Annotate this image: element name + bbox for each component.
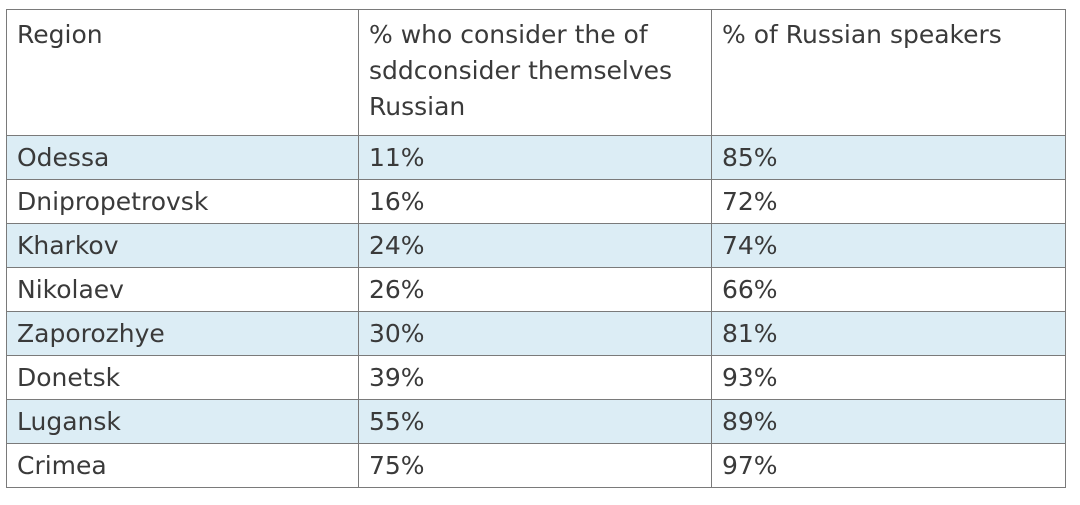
- table-body: Odessa 11% 85% Dnipropetrovsk 16% 72% Kh…: [6, 135, 1066, 488]
- table-row: Lugansk 55% 89%: [6, 399, 1066, 444]
- table-header: Region % who consider the of sddconsider…: [6, 9, 1066, 136]
- cell-russian-speakers: 97%: [711, 443, 1066, 488]
- table-row: Odessa 11% 85%: [6, 135, 1066, 180]
- cell-russian-speakers: 85%: [711, 135, 1066, 180]
- cell-consider-russian: 55%: [358, 399, 712, 444]
- table-row: Dnipropetrovsk 16% 72%: [6, 179, 1066, 224]
- cell-consider-russian: 16%: [358, 179, 712, 224]
- cell-russian-speakers: 93%: [711, 355, 1066, 400]
- cell-russian-speakers: 72%: [711, 179, 1066, 224]
- cell-region: Donetsk: [6, 355, 359, 400]
- table-row: Nikolaev 26% 66%: [6, 267, 1066, 312]
- table-row: Donetsk 39% 93%: [6, 355, 1066, 400]
- cell-russian-speakers: 66%: [711, 267, 1066, 312]
- cell-region: Odessa: [6, 135, 359, 180]
- cell-russian-speakers: 74%: [711, 223, 1066, 268]
- cell-consider-russian: 11%: [358, 135, 712, 180]
- cell-region: Kharkov: [6, 223, 359, 268]
- cell-consider-russian: 26%: [358, 267, 712, 312]
- region-table: Region % who consider the of sddconsider…: [6, 9, 1066, 488]
- cell-consider-russian: 39%: [358, 355, 712, 400]
- header-row: Region % who consider the of sddconsider…: [6, 9, 1066, 136]
- header-consider-russian: % who consider the of sddconsider themse…: [358, 9, 712, 136]
- cell-consider-russian: 75%: [358, 443, 712, 488]
- header-russian-speakers: % of Russian speakers: [711, 9, 1066, 136]
- table-row: Crimea 75% 97%: [6, 443, 1066, 488]
- cell-region: Crimea: [6, 443, 359, 488]
- cell-region: Zaporozhye: [6, 311, 359, 356]
- cell-region: Lugansk: [6, 399, 359, 444]
- table-row: Kharkov 24% 74%: [6, 223, 1066, 268]
- cell-russian-speakers: 89%: [711, 399, 1066, 444]
- table-row: Zaporozhye 30% 81%: [6, 311, 1066, 356]
- cell-consider-russian: 30%: [358, 311, 712, 356]
- cell-region: Nikolaev: [6, 267, 359, 312]
- cell-consider-russian: 24%: [358, 223, 712, 268]
- header-region: Region: [6, 9, 359, 136]
- cell-region: Dnipropetrovsk: [6, 179, 359, 224]
- cell-russian-speakers: 81%: [711, 311, 1066, 356]
